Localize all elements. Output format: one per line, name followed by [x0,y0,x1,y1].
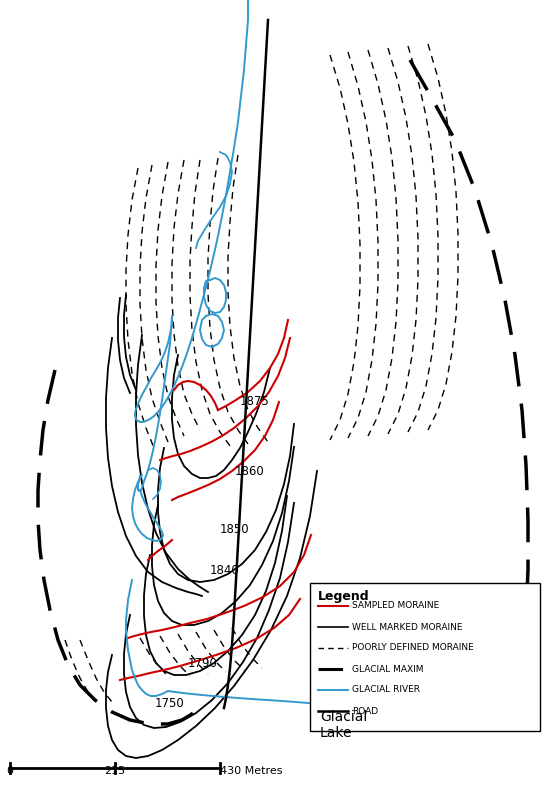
Text: Legend: Legend [318,590,370,603]
Text: GLACIAL RIVER: GLACIAL RIVER [352,685,420,694]
Text: 430 Metres: 430 Metres [220,766,283,776]
Bar [310,583,540,731]
Text: WELL MARKED MORAINE: WELL MARKED MORAINE [352,623,463,631]
Text: 1750: 1750 [155,697,185,710]
Text: 1790: 1790 [188,657,218,670]
Text: 0: 0 [7,766,14,776]
Text: SAMPLED MORAINE: SAMPLED MORAINE [352,601,439,611]
Text: 215: 215 [104,766,125,776]
Text: 1850: 1850 [220,523,250,536]
Text: 1860: 1860 [235,465,265,478]
Text: ROAD: ROAD [352,707,378,715]
Text: POORLY DEFINED MORAINE: POORLY DEFINED MORAINE [352,644,474,652]
Text: 1840: 1840 [210,564,240,577]
Text: GLACIAL MAXIM: GLACIAL MAXIM [352,664,424,674]
Text: 1875: 1875 [240,395,270,408]
Text: Glacial
Lake: Glacial Lake [320,710,367,741]
